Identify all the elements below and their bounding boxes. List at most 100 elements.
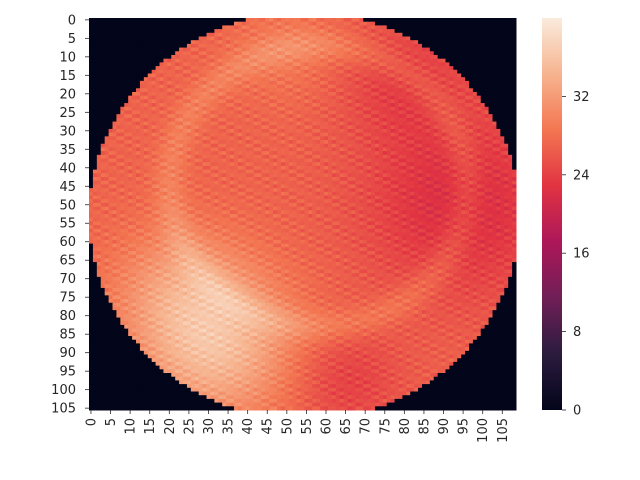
heatmap-cell (132, 59, 136, 63)
heatmap-cell (199, 29, 203, 33)
heatmap-cell (422, 118, 426, 122)
heatmap-cell (105, 22, 109, 26)
heatmap-cell (426, 48, 430, 52)
heatmap-cell (371, 122, 375, 126)
heatmap-cell (234, 173, 238, 177)
heatmap-cell (504, 44, 508, 48)
heatmap-cell (199, 147, 203, 151)
heatmap-cell (187, 22, 191, 26)
heatmap-cell (187, 51, 191, 55)
heatmap-cell (418, 77, 422, 81)
heatmap-cell (434, 70, 438, 74)
heatmap-cell (504, 40, 508, 44)
heatmap-cell (101, 96, 105, 100)
heatmap-cell (324, 25, 328, 29)
heatmap-cell (281, 125, 285, 129)
heatmap-cell (461, 62, 465, 66)
heatmap-cell (340, 85, 344, 89)
heatmap-cell (453, 85, 457, 89)
heatmap-cell (328, 159, 332, 163)
heatmap-cell (449, 66, 453, 70)
heatmap-cell (128, 51, 132, 55)
heatmap-cell (430, 155, 434, 159)
heatmap-cell (493, 125, 497, 129)
heatmap-cell (214, 81, 218, 85)
heatmap-cell (160, 159, 164, 163)
heatmap-cell (512, 147, 516, 151)
heatmap-cell (254, 44, 258, 48)
heatmap-cell (160, 151, 164, 155)
heatmap-cell (105, 73, 109, 77)
heatmap-cell (500, 59, 504, 63)
heatmap-cell (504, 18, 508, 22)
heatmap-cell (453, 136, 457, 140)
heatmap-cell (156, 62, 160, 66)
heatmap-cell (140, 59, 144, 63)
heatmap-cell (152, 118, 156, 122)
heatmap-cell (457, 96, 461, 100)
heatmap-cell (351, 110, 355, 114)
heatmap-cell (438, 66, 442, 70)
heatmap-cell (461, 59, 465, 63)
heatmap-cell (391, 70, 395, 74)
heatmap-cell (489, 22, 493, 26)
heatmap-cell (105, 70, 109, 74)
heatmap-cell (348, 25, 352, 29)
heatmap-cell (438, 173, 442, 177)
heatmap-cell (457, 29, 461, 33)
heatmap-cell (265, 136, 269, 140)
heatmap-cell (238, 48, 242, 52)
heatmap-cell (269, 55, 273, 59)
heatmap-cell (238, 62, 242, 66)
heatmap-cell (481, 110, 485, 114)
heatmap-cell (438, 107, 442, 111)
heatmap-cell (473, 125, 477, 129)
heatmap-cell (285, 181, 289, 185)
heatmap-cell (191, 151, 195, 155)
heatmap-cell (414, 29, 418, 33)
heatmap-cell (301, 51, 305, 55)
heatmap-cell (402, 166, 406, 170)
heatmap-cell (242, 66, 246, 70)
heatmap-cell (442, 147, 446, 151)
heatmap-cell (254, 151, 258, 155)
heatmap-cell (281, 136, 285, 140)
heatmap-cell (144, 81, 148, 85)
heatmap-cell (375, 81, 379, 85)
heatmap-cell (187, 114, 191, 118)
heatmap-cell (336, 110, 340, 114)
heatmap-cell (257, 129, 261, 133)
heatmap-cell (340, 155, 344, 159)
heatmap-cell (493, 181, 497, 185)
heatmap-cell (367, 96, 371, 100)
heatmap-cell (328, 44, 332, 48)
heatmap-cell (387, 40, 391, 44)
heatmap-cell (156, 25, 160, 29)
heatmap-cell (140, 77, 144, 81)
heatmap-cell (207, 81, 211, 85)
heatmap-cell (167, 144, 171, 148)
heatmap-cell (344, 107, 348, 111)
heatmap-cell (250, 36, 254, 40)
heatmap-cell (257, 173, 261, 177)
heatmap-cell (273, 173, 277, 177)
heatmap-cell (371, 48, 375, 52)
heatmap-cell (297, 62, 301, 66)
heatmap-cell (120, 177, 124, 181)
heatmap-cell (434, 136, 438, 140)
heatmap-cell (395, 81, 399, 85)
heatmap-cell (363, 155, 367, 159)
heatmap-cell (214, 96, 218, 100)
heatmap-cell (148, 110, 152, 114)
heatmap-cell (402, 25, 406, 29)
heatmap-cell (97, 118, 101, 122)
heatmap-cell (148, 118, 152, 122)
heatmap-cell (504, 147, 508, 151)
heatmap-cell (442, 51, 446, 55)
heatmap-cell (375, 73, 379, 77)
heatmap-cell (367, 18, 371, 22)
heatmap-cell (163, 92, 167, 96)
heatmap-cell (171, 81, 175, 85)
heatmap-cell (355, 184, 359, 188)
heatmap-cell (254, 136, 258, 140)
